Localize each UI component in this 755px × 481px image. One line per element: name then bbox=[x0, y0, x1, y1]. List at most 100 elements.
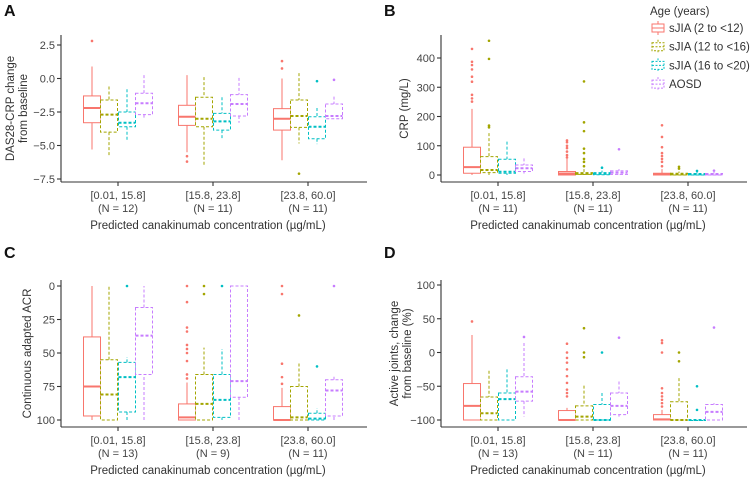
outlier-point bbox=[582, 121, 586, 124]
outlier-point bbox=[470, 47, 474, 51]
y-tick-label: 100 bbox=[37, 415, 55, 427]
box-iqr bbox=[610, 392, 628, 416]
outlier-point bbox=[522, 335, 526, 339]
legend-item: sJIA (2 to <12) bbox=[651, 21, 744, 35]
outlier-point bbox=[660, 123, 664, 127]
outlier-point bbox=[185, 326, 189, 329]
box-sjia-12-to-16- bbox=[480, 39, 498, 175]
y-tick-label: 50 bbox=[43, 348, 55, 360]
outlier-point bbox=[565, 374, 569, 378]
box-sjia-16-to-20- bbox=[118, 284, 136, 420]
box-aosd bbox=[610, 147, 628, 175]
box-iqr bbox=[480, 396, 498, 421]
outlier-point bbox=[470, 93, 474, 97]
outlier-point bbox=[185, 359, 189, 363]
outlier-point bbox=[660, 405, 664, 408]
panel-label: D bbox=[384, 245, 396, 262]
box-iqr bbox=[273, 406, 291, 421]
box-sjia-16-to-20- bbox=[498, 141, 516, 175]
outlier-point bbox=[695, 408, 699, 412]
box-sjia-16-to-20- bbox=[308, 79, 326, 145]
box-iqr bbox=[325, 379, 343, 417]
box-iqr bbox=[135, 306, 153, 375]
box-iqr bbox=[593, 403, 611, 421]
box-aosd bbox=[515, 335, 533, 417]
y-axis-label: CRP (mg/L) bbox=[399, 78, 411, 139]
x-tick-label: [0.01, 15.8] bbox=[90, 435, 145, 447]
outlier-point bbox=[470, 100, 474, 103]
box-sjia-2-to-12- bbox=[178, 284, 196, 421]
outlier-point bbox=[185, 300, 189, 304]
box-iqr bbox=[498, 392, 516, 421]
x-tick-label: [23.8, 60.0] bbox=[280, 190, 335, 202]
box-sjia-2-to-12- bbox=[273, 284, 291, 421]
box-iqr bbox=[290, 99, 308, 128]
box-aosd bbox=[135, 286, 153, 420]
y-tick-label: −50 bbox=[416, 381, 435, 393]
box-sjia-2-to-12- bbox=[558, 342, 576, 421]
panel-label: C bbox=[4, 245, 16, 262]
outlier-point bbox=[660, 341, 664, 345]
outlier-point bbox=[695, 169, 699, 173]
outlier-point bbox=[565, 153, 569, 157]
box-sjia-2-to-12- bbox=[273, 59, 291, 161]
outlier-point bbox=[660, 401, 664, 405]
box-sjia-2-to-12- bbox=[653, 339, 671, 421]
box-iqr bbox=[610, 170, 628, 175]
y-axis-label: from baseline bbox=[18, 74, 30, 143]
outlier-point bbox=[582, 151, 586, 155]
box-iqr bbox=[83, 336, 101, 417]
outlier-point bbox=[470, 63, 474, 67]
y-tick-label: −7.5 bbox=[33, 174, 55, 186]
box-iqr bbox=[325, 103, 343, 120]
box-aosd bbox=[515, 158, 533, 174]
outlier-point bbox=[582, 147, 586, 150]
outlier-point bbox=[712, 326, 716, 329]
x-tick-label: [23.8, 60.0] bbox=[660, 435, 715, 447]
outlier-point bbox=[470, 68, 474, 71]
legend-item: sJIA (16 to <20) bbox=[651, 58, 750, 73]
panel-label: A bbox=[4, 3, 16, 20]
box-iqr bbox=[100, 359, 118, 421]
x-tick-label-n: (N = 9) bbox=[196, 448, 230, 460]
x-tick-label-n: (N = 11) bbox=[478, 203, 517, 215]
box-iqr bbox=[178, 104, 196, 126]
box-sjia-16-to-20- bbox=[593, 166, 611, 176]
box-iqr bbox=[308, 412, 326, 421]
outlier-point bbox=[185, 373, 189, 376]
y-tick-label: −100 bbox=[410, 415, 435, 427]
outlier-point bbox=[280, 67, 284, 70]
outlier-point bbox=[125, 284, 129, 288]
outlier-point bbox=[280, 284, 284, 288]
x-tick-label-n: (N = 13) bbox=[478, 448, 518, 460]
outlier-point bbox=[297, 172, 301, 175]
outlier-point bbox=[660, 160, 664, 164]
box-sjia-2-to-12- bbox=[463, 47, 481, 175]
outlier-point bbox=[660, 391, 664, 395]
y-tick-label: 0 bbox=[429, 170, 435, 182]
panel-A: A 2.5 0.0 −2.5 −5.0 −7.5 DAS28-CRP change from … bbox=[4, 3, 367, 232]
box-iqr bbox=[308, 116, 326, 140]
outlier-point bbox=[202, 284, 206, 288]
outlier-point bbox=[487, 39, 491, 43]
box-sjia-16-to-20- bbox=[688, 384, 706, 421]
box-iqr bbox=[670, 401, 688, 421]
outlier-point bbox=[565, 146, 569, 150]
box-sjia-16-to-20- bbox=[213, 97, 231, 139]
y-tick-label: 2.5 bbox=[40, 40, 55, 52]
outlier-point bbox=[582, 157, 586, 161]
box-aosd bbox=[705, 326, 723, 421]
x-tick-label-n: (N = 12) bbox=[98, 203, 138, 215]
legend-title: Age (years) bbox=[650, 6, 710, 18]
box-iqr bbox=[83, 95, 101, 124]
outlier-point bbox=[470, 97, 474, 100]
box-aosd bbox=[325, 284, 343, 420]
x-tick-label: [0.01, 15.8] bbox=[470, 435, 525, 447]
outlier-point bbox=[565, 140, 569, 144]
outlier-point bbox=[712, 169, 716, 172]
y-tick-label: 50 bbox=[423, 314, 435, 326]
outlier-point bbox=[280, 375, 284, 379]
outlier-point bbox=[470, 80, 474, 83]
outlier-point bbox=[695, 384, 699, 388]
